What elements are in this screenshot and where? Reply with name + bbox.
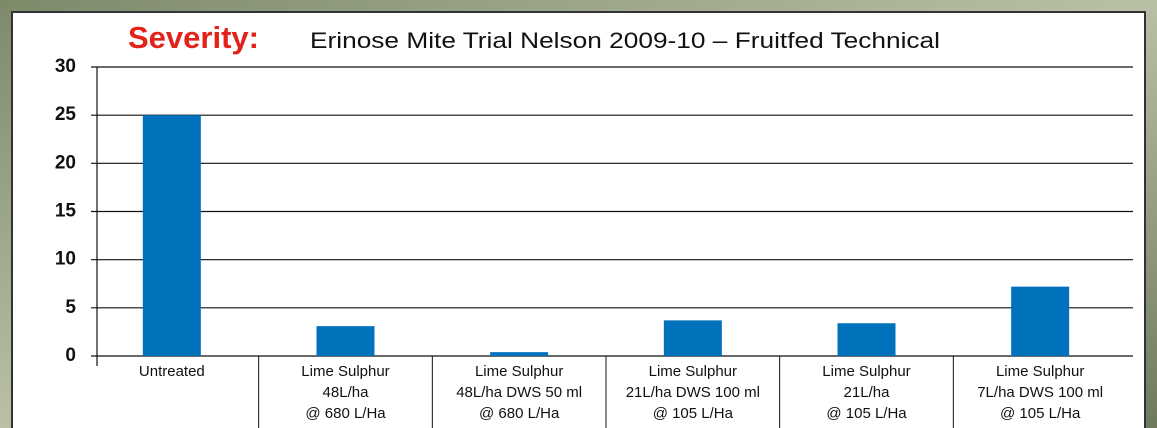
y-tick-label: 25: [55, 104, 77, 125]
x-tick-label: @ 105 L/Ha: [1000, 405, 1081, 422]
y-tick-label: 10: [55, 249, 76, 270]
x-tick-label: @ 105 L/Ha: [653, 405, 734, 422]
bar: [316, 326, 375, 356]
x-tick-label: 21L/ha DWS 100 ml: [626, 384, 760, 401]
x-tick-label: @ 105 L/Ha: [826, 405, 907, 422]
chart-title: Erinose Mite Trial Nelson 2009-10 – Frui…: [310, 28, 940, 53]
bar: [663, 320, 722, 356]
x-tick-label: @ 680 L/Ha: [305, 405, 386, 422]
x-tick-label: 48L/ha: [323, 384, 370, 401]
x-tick-label: 48L/ha DWS 50 ml: [456, 384, 582, 401]
x-tick-label: @ 680 L/Ha: [479, 405, 560, 422]
x-tick-label: 7L/ha DWS 100 ml: [977, 384, 1103, 401]
y-tick-label: 20: [55, 152, 76, 173]
bar: [837, 323, 896, 356]
x-tick-label: Lime Sulphur: [649, 363, 737, 380]
bar: [142, 115, 201, 357]
x-tick-label: 21L/ha: [844, 384, 891, 401]
x-tick-label: Untreated: [139, 363, 205, 380]
y-tick-label: 15: [55, 201, 77, 222]
bar: [490, 352, 549, 356]
x-tick-label: Lime Sulphur: [822, 363, 910, 380]
y-tick-label: 30: [55, 56, 76, 77]
x-tick-label: Lime Sulphur: [996, 363, 1084, 380]
bar: [1011, 286, 1070, 356]
x-tick-label: Lime Sulphur: [301, 363, 389, 380]
title-label: Severity:: [128, 20, 259, 55]
y-tick-label: 5: [65, 297, 76, 318]
y-tick-label: 0: [65, 345, 76, 366]
x-tick-label: Lime Sulphur: [475, 363, 563, 380]
